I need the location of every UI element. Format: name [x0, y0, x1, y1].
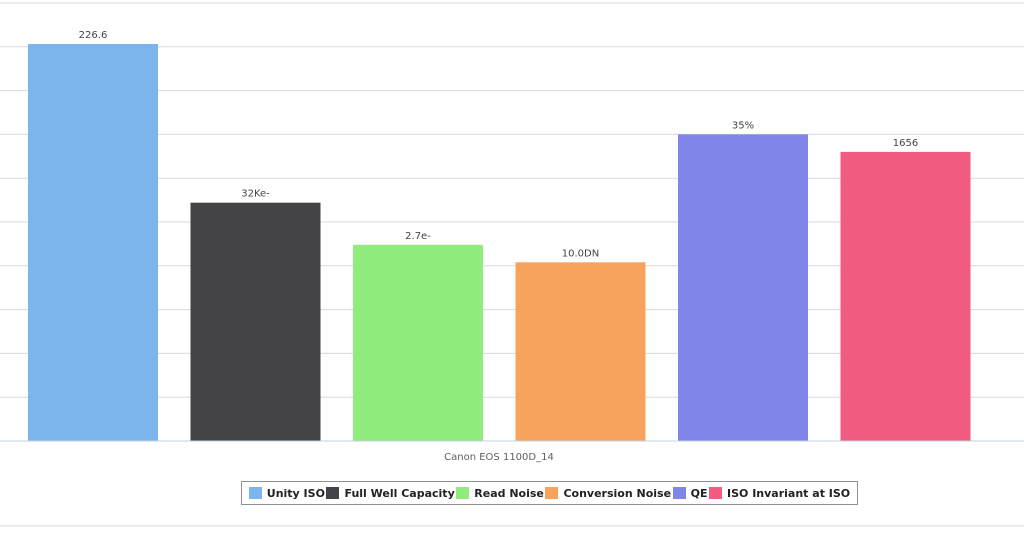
legend-label: Conversion Noise	[563, 486, 672, 500]
data-label: 32Ke-	[241, 189, 270, 200]
legend-label: Full Well Capacity	[344, 486, 455, 500]
legend-label: ISO Invariant at ISO	[727, 486, 851, 500]
legend-label: Read Noise	[474, 486, 544, 500]
bars	[28, 44, 971, 441]
legend-swatch	[248, 487, 262, 499]
legend-swatch	[545, 487, 559, 499]
bar-read-noise[interactable]	[353, 244, 483, 441]
bar-unity-iso[interactable]	[28, 44, 158, 441]
legend-item-qe[interactable]: QE	[672, 486, 708, 500]
data-label: 226.6	[79, 30, 108, 41]
bar-full-well-capacity[interactable]	[190, 202, 321, 441]
grid-lines	[0, 2, 1024, 398]
legend-item-read-noise[interactable]: Read Noise	[456, 487, 544, 500]
bar-conversion-noise[interactable]	[515, 262, 646, 441]
legend-swatch	[672, 487, 686, 499]
bar-qe[interactable]	[678, 134, 808, 441]
legend-item-conversion-noise[interactable]: Conversion Noise	[545, 487, 671, 500]
data-label: 2.7e-	[405, 231, 431, 242]
data-label: 10.0DN	[562, 248, 599, 259]
legend-item-iso-invariant-at-iso[interactable]: ISO Invariant at ISO	[709, 487, 850, 500]
legend-item-unity-iso[interactable]: Unity ISO	[248, 486, 325, 500]
data-labels: 226.6 32Ke- 2.7e- 10.0DN 35% 1656	[79, 30, 919, 259]
legend-label: QE	[690, 486, 708, 500]
legend-item-full-well-capacity[interactable]: Full Well Capacity	[326, 486, 455, 500]
data-label: 35%	[732, 120, 754, 131]
legend-swatch	[326, 487, 340, 499]
legend-label: Unity ISO	[266, 486, 325, 500]
data-label: 1656	[893, 138, 918, 149]
x-tick-label: Canon EOS 1100D_14	[444, 452, 554, 463]
legend-swatch	[709, 487, 723, 499]
legend: Unity ISO Full Well Capacity Read Noise Con…	[241, 481, 858, 505]
legend-swatch	[456, 487, 470, 499]
bar-iso-invariant-at-iso[interactable]	[840, 151, 971, 441]
